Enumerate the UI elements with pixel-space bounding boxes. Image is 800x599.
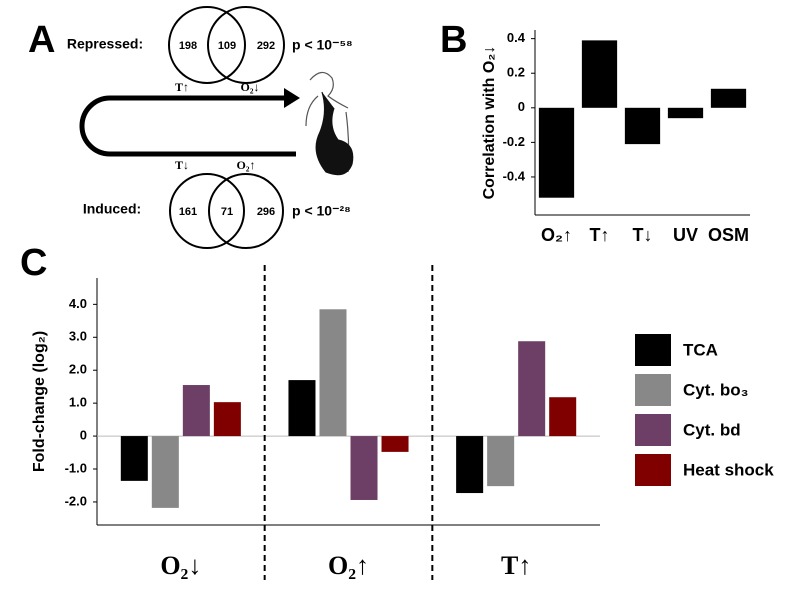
bar <box>350 436 378 500</box>
y-tick-label: 0 <box>518 99 525 114</box>
y-tick-label: 2.0 <box>69 362 87 377</box>
bar <box>538 107 575 198</box>
legend-label: TCA <box>683 340 718 359</box>
x-tick-label: O₂↑ <box>328 551 369 580</box>
legend-swatch <box>635 454 671 486</box>
venn-count: 161 <box>179 206 197 218</box>
arrow-label: O₂↓ <box>241 80 260 94</box>
panel-label: C <box>20 242 47 284</box>
y-tick-label: 4.0 <box>69 296 87 311</box>
arrow-label: T↓ <box>175 158 189 172</box>
bar <box>581 40 618 108</box>
y-tick-label: 0.2 <box>507 65 525 80</box>
bar <box>182 385 210 437</box>
bar <box>319 309 347 437</box>
human-figure <box>305 71 354 176</box>
y-tick-label: -0.2 <box>503 134 525 149</box>
x-tick-label: T↑ <box>501 551 531 580</box>
venn-count: 109 <box>218 40 236 52</box>
bar <box>518 341 546 437</box>
arrow-head <box>284 88 300 108</box>
bar <box>710 88 747 108</box>
x-tick-label: UV <box>673 225 698 245</box>
legend-swatch <box>635 414 671 446</box>
venn-circle <box>168 6 246 84</box>
legend-swatch <box>635 334 671 366</box>
panel-label: A <box>28 19 55 61</box>
y-tick-label: 1.0 <box>69 395 87 410</box>
venn-circle <box>208 173 284 249</box>
bar <box>487 436 515 487</box>
y-axis-label: Correlation with O₂↓ <box>481 46 498 200</box>
y-tick-label: -0.4 <box>503 168 526 183</box>
panel-label: B <box>440 19 467 61</box>
p-value: p < 10⁻⁵⁸ <box>292 37 353 53</box>
x-tick-label: O₂↑ <box>541 225 572 245</box>
x-tick-label: OSM <box>708 225 749 245</box>
bar <box>549 397 577 437</box>
venn-count: 198 <box>179 40 197 52</box>
bar <box>381 436 409 452</box>
legend-label: Heat shock <box>683 460 774 479</box>
venn-count: 296 <box>257 206 275 218</box>
y-tick-label: 3.0 <box>69 329 87 344</box>
venn-title: Induced: <box>83 201 141 217</box>
y-tick-label: 0.4 <box>507 30 526 45</box>
y-axis-label: Fold-change (log₂) <box>31 331 48 472</box>
venn-circle <box>169 173 245 249</box>
bar <box>667 107 704 119</box>
x-tick-label: O₂↓ <box>160 551 201 580</box>
y-tick-label: -2.0 <box>65 493 87 508</box>
bar <box>151 436 179 508</box>
legend-label: Cyt. bd <box>683 420 741 439</box>
x-tick-label: T↓ <box>633 225 653 245</box>
cycle-arrow <box>79 95 296 157</box>
x-tick-label: T↑ <box>590 225 610 245</box>
legend-swatch <box>635 374 671 406</box>
venn-count: 71 <box>221 206 233 218</box>
venn-circle <box>207 6 285 84</box>
bar <box>288 380 316 437</box>
legend-label: Cyt. bo₃ <box>683 380 748 399</box>
y-tick-label: 0 <box>80 428 87 443</box>
venn-count: 292 <box>257 40 275 52</box>
arrow-label: T↑ <box>175 80 189 94</box>
bar <box>456 436 484 494</box>
bar <box>624 107 661 145</box>
bar <box>120 436 148 481</box>
bar <box>213 402 241 437</box>
arrow-label: O₂↑ <box>237 158 256 172</box>
p-value: p < 10⁻²⁸ <box>292 203 351 219</box>
y-tick-label: -1.0 <box>65 460 87 475</box>
venn-title: Repressed: <box>67 36 143 52</box>
